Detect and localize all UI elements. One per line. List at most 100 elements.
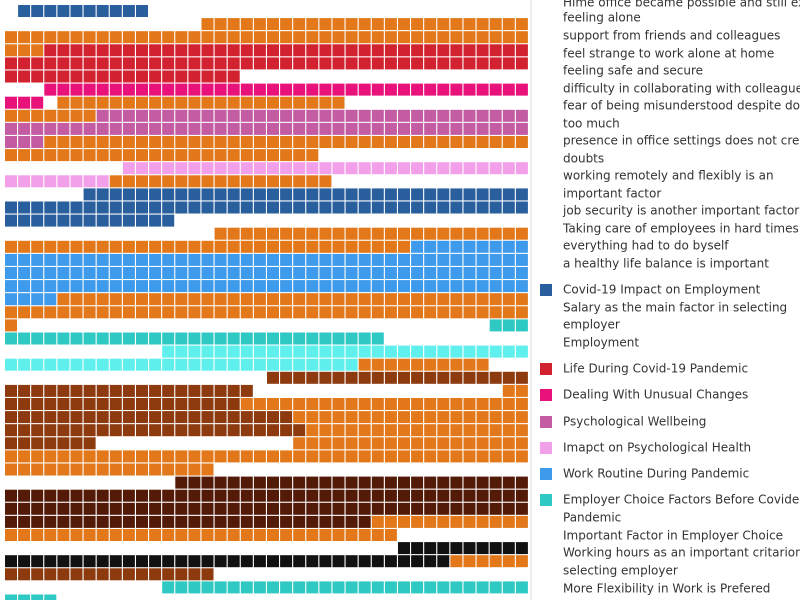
waffle-cell (31, 57, 44, 70)
legend-label: Pandemic (563, 511, 621, 525)
waffle-cell (319, 201, 332, 214)
waffle-cell (122, 70, 135, 83)
waffle-cell (437, 411, 450, 424)
waffle-cell (319, 581, 332, 594)
waffle-cell (280, 267, 293, 279)
waffle-cell (293, 411, 306, 424)
waffle-cell (57, 529, 70, 541)
waffle-cell (319, 227, 332, 240)
waffle-cell (83, 332, 96, 345)
waffle-cell (489, 188, 502, 201)
waffle-cell (83, 44, 96, 57)
waffle-cell (358, 529, 371, 541)
waffle-cell (201, 515, 214, 528)
waffle-cell (384, 122, 397, 135)
waffle-cell (70, 437, 83, 450)
waffle-cell (96, 555, 109, 568)
waffle-cell (515, 371, 528, 384)
waffle-cell (358, 83, 371, 96)
waffle-cell (162, 411, 175, 424)
waffle-cell (476, 109, 489, 122)
waffle-cell (83, 122, 96, 135)
waffle-cell (149, 515, 162, 528)
waffle-cell (267, 424, 279, 437)
waffle-cell (31, 489, 44, 502)
waffle-cell (96, 214, 109, 227)
waffle-cell (489, 267, 502, 279)
waffle-cell (149, 424, 162, 437)
waffle-cell (463, 227, 476, 240)
waffle-cell (371, 188, 384, 201)
waffle-cell (44, 267, 57, 279)
waffle-cell (398, 44, 410, 57)
waffle-cell (253, 424, 266, 437)
waffle-cell (398, 371, 410, 384)
waffle-cell (31, 70, 44, 83)
waffle-cell (162, 398, 175, 410)
waffle-cell (384, 358, 397, 371)
waffle-cell (411, 437, 424, 450)
waffle-cell (463, 306, 476, 319)
waffle-cell (450, 358, 463, 371)
waffle-cell (201, 70, 214, 83)
waffle-cell (227, 476, 240, 489)
waffle-cell (463, 83, 476, 96)
waffle-cell (515, 83, 528, 96)
waffle-cell (371, 411, 384, 424)
waffle-cell (371, 345, 384, 358)
waffle-cell (70, 83, 83, 96)
waffle-cell (227, 398, 240, 410)
waffle-cell (18, 175, 31, 188)
waffle-cell (214, 44, 227, 57)
waffle-cell (280, 162, 293, 175)
waffle-cell (162, 162, 175, 175)
waffle-cell (201, 280, 214, 293)
waffle-cell (345, 201, 358, 214)
waffle-cell (345, 345, 358, 358)
waffle-cell (437, 57, 450, 70)
waffle-cell (371, 489, 384, 502)
waffle-cell (306, 306, 319, 319)
waffle-cell (489, 371, 502, 384)
legend-label: feel strange to work alone at home (563, 47, 774, 61)
waffle-cell (149, 463, 162, 476)
waffle-cell (109, 253, 122, 266)
waffle-cell (31, 398, 44, 410)
waffle-cell (175, 463, 188, 476)
waffle-cell (398, 345, 410, 358)
waffle-cell (201, 175, 214, 188)
waffle-cell (57, 109, 70, 122)
waffle-cell (267, 581, 279, 594)
waffle-cell (31, 136, 44, 148)
waffle-cell (149, 214, 162, 227)
waffle-cell (5, 319, 17, 332)
waffle-cell (136, 57, 148, 70)
waffle-cell (345, 293, 358, 306)
waffle-cell (306, 371, 319, 384)
waffle-cell (201, 188, 214, 201)
waffle-cell (109, 70, 122, 83)
waffle-cell (57, 5, 70, 17)
waffle-cell (306, 175, 319, 188)
waffle-cell (437, 201, 450, 214)
waffle-cell (175, 515, 188, 528)
waffle-cell (240, 175, 253, 188)
waffle-cell (502, 411, 515, 424)
waffle-cell (345, 502, 358, 515)
waffle-cell (201, 83, 214, 96)
waffle-cell (358, 227, 371, 240)
waffle-cell (188, 581, 201, 594)
waffle-cell (70, 568, 83, 581)
waffle-cell (122, 398, 135, 410)
waffle-cell (201, 109, 214, 122)
waffle-cell (424, 18, 437, 31)
waffle-cell (162, 384, 175, 397)
waffle-cell (175, 31, 188, 44)
waffle-cell (188, 332, 201, 345)
legend-label: More Flexibility in Work is Prefered (563, 582, 770, 596)
waffle-cell (214, 267, 227, 279)
waffle-cell (345, 515, 358, 528)
waffle-cell (489, 437, 502, 450)
waffle-cell (109, 122, 122, 135)
waffle-cell (332, 424, 345, 437)
